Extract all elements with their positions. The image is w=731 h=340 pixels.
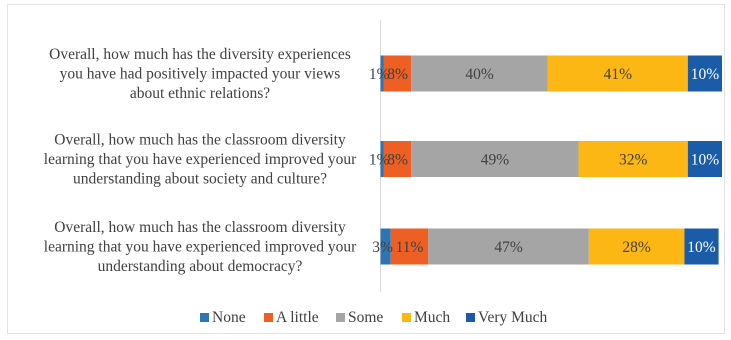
- bars-layer: [380, 55, 722, 265]
- category-label-1: Overall, how much has the diversity expe…: [49, 46, 351, 102]
- legend-item-none: None: [200, 309, 246, 326]
- data-label-none-1: 1%: [369, 66, 390, 83]
- data-label-a-little-3: 11%: [396, 239, 424, 256]
- legend-label: Very Much: [478, 309, 548, 326]
- category-label-line: learning that you have experienced impro…: [44, 151, 357, 168]
- legend-item-very-much: Very Much: [466, 309, 548, 326]
- legend-item-a-little: A little: [264, 309, 319, 326]
- legend-swatch: [402, 313, 411, 322]
- bar-very-much-3: [684, 228, 719, 265]
- bar-none-1: [380, 55, 384, 92]
- category-label-line: learning that you have experienced impro…: [44, 239, 357, 256]
- legend-swatch: [264, 313, 273, 322]
- bar-much-3: [588, 228, 685, 265]
- legend-label: A little: [276, 309, 319, 326]
- category-label-3: Overall, how much has the classroom dive…: [44, 219, 357, 275]
- data-label-some-1: 40%: [465, 66, 494, 83]
- bar-a-little-3: [390, 228, 429, 265]
- data-label-a-little-1: 8%: [387, 66, 408, 83]
- legend: None A little Some Much Very Much: [200, 309, 548, 326]
- data-label-very-much-2: 10%: [691, 152, 720, 169]
- category-labels: Overall, how much has the diversity expe…: [44, 46, 357, 275]
- legend-label: None: [212, 309, 246, 326]
- legend-item-much: Much: [402, 309, 450, 326]
- bar-none-3: [380, 228, 391, 265]
- data-label-some-3: 47%: [494, 239, 523, 256]
- data-label-none-3: 3%: [372, 239, 393, 256]
- category-label-line: understanding about society and culture?: [73, 171, 327, 188]
- category-label-line: you have had positively impacted your vi…: [60, 66, 341, 83]
- bar-very-much-2: [687, 141, 722, 177]
- data-label-much-1: 41%: [604, 66, 633, 83]
- category-label-line: Overall, how much has the diversity expe…: [49, 46, 351, 63]
- legend-label: Some: [348, 309, 383, 326]
- data-label-much-2: 32%: [619, 152, 648, 169]
- bar-some-3: [428, 228, 589, 265]
- data-label-very-much-3: 10%: [687, 239, 716, 256]
- legend-swatch: [200, 313, 209, 322]
- category-label-2: Overall, how much has the classroom dive…: [44, 132, 357, 188]
- category-label-line: about ethnic relations?: [130, 85, 270, 102]
- data-label-some-2: 49%: [481, 152, 510, 169]
- data-label-much-3: 28%: [622, 239, 651, 256]
- legend-label: Much: [414, 309, 450, 326]
- bar-a-little-2: [383, 141, 412, 177]
- legend-item-some: Some: [336, 309, 383, 326]
- bar-much-1: [547, 55, 688, 92]
- bar-a-little-1: [383, 55, 412, 92]
- bar-much-2: [578, 141, 688, 177]
- category-label-line: understanding about democracy?: [98, 258, 303, 275]
- legend-swatch: [466, 313, 475, 322]
- bar-very-much-1: [687, 55, 722, 92]
- category-label-line: Overall, how much has the classroom dive…: [54, 219, 346, 236]
- data-label-none-2: 1%: [369, 152, 390, 169]
- data-labels: 1%8% 40% 41% 10%1%8% 49% 32% 10%3% 11% 47% 28% 10%: [369, 66, 719, 256]
- bar-none-2: [380, 141, 384, 177]
- legend-swatch: [336, 313, 345, 322]
- data-label-a-little-2: 8%: [387, 152, 408, 169]
- bar-some-1: [411, 55, 548, 92]
- category-label-line: Overall, how much has the classroom dive…: [54, 132, 346, 149]
- bar-some-2: [411, 141, 579, 177]
- data-label-very-much-1: 10%: [691, 66, 720, 83]
